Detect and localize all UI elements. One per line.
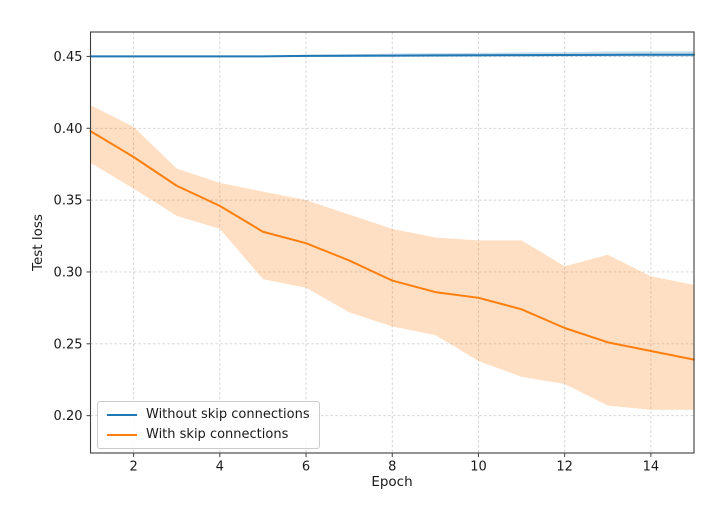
x-tick-label: 2 bbox=[129, 460, 137, 475]
y-tick-label: 0.25 bbox=[54, 337, 83, 352]
x-tick-label: 8 bbox=[388, 460, 396, 475]
x-tick-label: 14 bbox=[643, 460, 660, 475]
legend: Without skip connections With skip conne… bbox=[97, 401, 320, 449]
y-tick-label: 0.35 bbox=[54, 194, 83, 209]
series-line-layer bbox=[89, 53, 695, 361]
y-tick-label: 0.20 bbox=[54, 409, 83, 424]
legend-line-swatch-blue bbox=[107, 414, 137, 416]
y-axis-label: Test loss bbox=[30, 214, 46, 272]
legend-item-label: Without skip connections bbox=[146, 407, 310, 422]
legend-line-swatch-orange bbox=[107, 434, 137, 436]
series-line-without-skip-connections bbox=[89, 53, 695, 58]
y-tick-label: 0.30 bbox=[54, 265, 83, 280]
axes-layer: 2 4 6 8 10 12 14 0.20 0.25 0.30 0.35 0.40 0.45 bbox=[54, 31, 695, 475]
y-tick-label: 0.40 bbox=[54, 122, 83, 137]
x-tick-label: 6 bbox=[302, 460, 310, 475]
legend-item-with-skip-connections: With skip connections bbox=[107, 427, 310, 443]
series-line-with-skip-connections bbox=[89, 130, 695, 361]
x-tick-label: 10 bbox=[470, 460, 487, 475]
legend-item-without-skip-connections: Without skip connections bbox=[107, 407, 310, 423]
x-tick-label: 4 bbox=[216, 460, 224, 475]
grid-layer bbox=[90, 32, 694, 453]
confidence-band-with-skip-connections bbox=[90, 105, 694, 410]
legend-item-label: With skip connections bbox=[146, 427, 289, 442]
x-axis-label: Epoch bbox=[371, 474, 412, 490]
x-tick-label: 12 bbox=[556, 460, 573, 475]
y-tick-label: 0.45 bbox=[54, 50, 83, 65]
